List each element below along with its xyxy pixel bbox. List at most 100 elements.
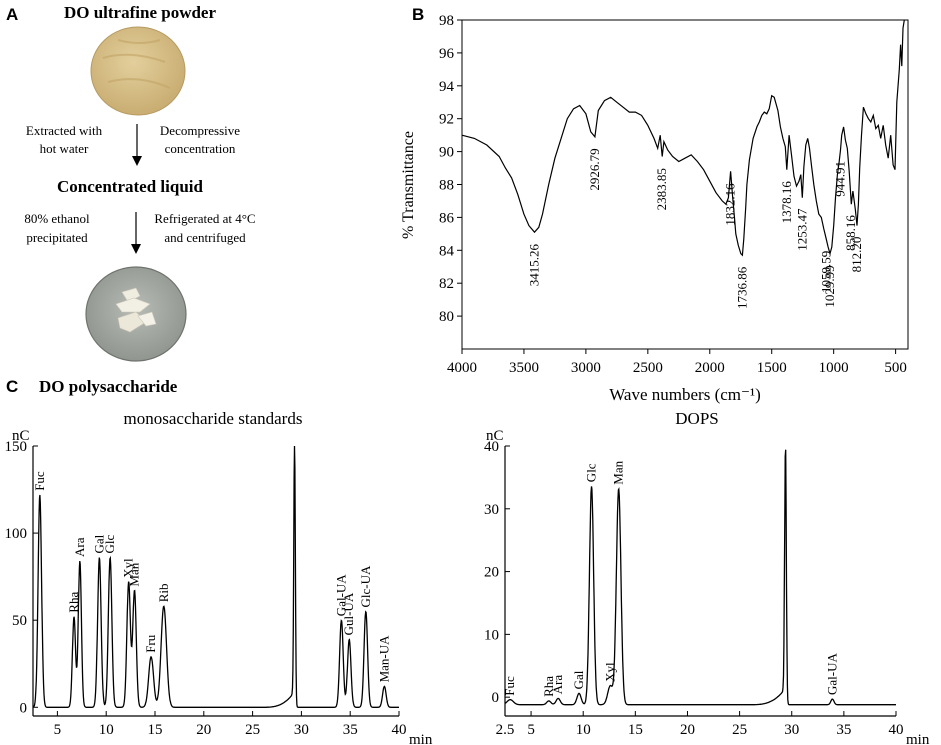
- concentrated-liquid-label: Concentrated liquid: [57, 177, 203, 196]
- ftir-y-label: % Transmittance: [400, 131, 417, 239]
- step2-right-line1: Refrigerated at 4°C: [154, 211, 255, 226]
- ftir-peak-label: 2926.79: [587, 148, 602, 190]
- panel-b-label: B: [412, 5, 424, 24]
- dops-peak-label: Gal-UA: [824, 653, 839, 695]
- ftir-peak-label: 1059.59: [818, 251, 833, 293]
- dops-x-tick-label: 30: [784, 722, 799, 738]
- ftir-peak-label: 944.91: [833, 161, 848, 197]
- dops-x-tick-label: 5: [527, 722, 535, 738]
- standards-x-tick-label: 35: [343, 722, 358, 738]
- ftir-y-tick-label: 90: [439, 145, 454, 161]
- standards-y-unit: nC: [12, 428, 30, 444]
- dops-y-tick-label: 10: [484, 627, 499, 643]
- standards-x-unit: min: [409, 732, 433, 745]
- dops-y-tick-label: 0: [492, 690, 500, 706]
- step2-right-line2: and centrifuged: [164, 230, 246, 245]
- step1-left-line1: Extracted with: [26, 123, 103, 138]
- dops-x-tick-label: 35: [836, 722, 851, 738]
- powder-image: [90, 26, 186, 116]
- standards-peak-label: Fuc: [32, 471, 47, 491]
- ftir-peak-label: 1029.99: [822, 265, 837, 307]
- standards-x-tick-label: 15: [148, 722, 163, 738]
- ftir-y-tick-label: 88: [439, 178, 454, 194]
- ftir-x-label: Wave numbers (cm⁻¹): [609, 385, 760, 404]
- ftir-x-tick-label: 2500: [633, 360, 663, 376]
- standards-peak-label: Glc: [102, 535, 117, 554]
- ftir-peak-label: 1736.86: [734, 266, 749, 309]
- ftir-x-tick-label: 500: [884, 360, 907, 376]
- ftir-x-tick-label: 2000: [695, 360, 725, 376]
- dops-peak-label: Fuc: [502, 676, 517, 696]
- dops-x-tick-label: 40: [889, 722, 904, 738]
- dops-y-tick-label: 30: [484, 502, 499, 518]
- ftir-x-tick-label: 1500: [757, 360, 787, 376]
- standards-chromatogram-line: [32, 445, 399, 708]
- ftir-y-tick-label: 92: [439, 112, 454, 128]
- standards-x-tick-label: 5: [54, 722, 62, 738]
- dops-x-unit: min: [906, 732, 930, 745]
- dops-x-tick-label: 25: [732, 722, 747, 738]
- dops-axes: 0 10 20 30 40 2.5 5 10 15 20 25 30 35 40: [484, 439, 904, 738]
- standards-x-tick-label: 30: [294, 722, 309, 738]
- dops-x-tick-label: 15: [628, 722, 643, 738]
- polysaccharide-title: DO polysaccharide: [39, 377, 178, 396]
- standards-x-tick-label: 20: [196, 722, 211, 738]
- panel-c: C DO polysaccharide monosaccharide stand…: [5, 377, 930, 745]
- ftir-peak-labels: 3415.26 2926.79 2383.85 1832.16 1736.86 1378.…: [526, 148, 864, 309]
- panel-a-label: A: [6, 5, 18, 24]
- ftir-y-tick-label: 86: [439, 210, 455, 226]
- standards-y-tick-label: 0: [20, 700, 28, 716]
- dops-x-tick-label: 2.5: [496, 722, 515, 738]
- precipitate-dish-image: [85, 266, 187, 362]
- dops-y-tick-label: 20: [484, 565, 499, 581]
- ftir-peak-label: 1832.16: [723, 183, 738, 226]
- dops-peak-label: Glc: [584, 463, 599, 482]
- step1-right-line2: concentration: [165, 141, 236, 156]
- ftir-y-tick-label: 98: [439, 13, 454, 29]
- standards-peak-label: Gal-UA: [333, 574, 348, 616]
- standards-y-tick-label: 150: [5, 439, 28, 455]
- dops-y-unit: nC: [486, 428, 504, 444]
- dops-peak-label: Man: [611, 460, 626, 484]
- ftir-y-tick-label: 80: [439, 309, 454, 325]
- panel-b: B 80 82 84 86 88 90 92 94 96 98 4000 3500 3000 2500 2…: [400, 5, 909, 404]
- ftir-peak-label: 3415.26: [526, 243, 541, 286]
- ftir-x-tick-label: 4000: [447, 360, 477, 376]
- standards-x-tick-label: 25: [245, 722, 260, 738]
- ftir-peak-label: 858.16: [843, 215, 858, 251]
- standards-peak-label: Gul-UA: [341, 592, 356, 635]
- panel-c-label: C: [6, 377, 18, 396]
- standards-peak-label: Fru: [143, 634, 158, 653]
- standards-y-tick-label: 50: [12, 613, 27, 629]
- panel-a: A DO ultrafine powder Extracted with hot…: [6, 3, 256, 362]
- standards-x-tick-label: 10: [99, 722, 114, 738]
- standards-peak-label: Rha: [66, 592, 81, 613]
- ftir-y-tick-label: 94: [439, 79, 455, 95]
- standards-y-tick-label: 100: [5, 526, 28, 542]
- standards-x-tick-label: 40: [392, 722, 407, 738]
- standards-peak-label: Gal: [91, 534, 106, 553]
- ftir-peak-label: 1378.16: [779, 181, 794, 224]
- powder-title: DO ultrafine powder: [64, 3, 217, 22]
- dops-title: DOPS: [675, 409, 718, 428]
- arrow-2-icon: [131, 212, 141, 254]
- step2-left-line2: precipitated: [26, 230, 88, 245]
- step2-left-line1: 80% ethanol: [24, 211, 90, 226]
- ftir-y-tick-label: 82: [439, 276, 454, 292]
- dops-x-tick-label: 20: [680, 722, 695, 738]
- dops-peak-label: Rha: [541, 676, 556, 697]
- step1-left-line2: hot water: [40, 141, 89, 156]
- standards-axes: 0 50 100 150 5 10 15 20 25 30 35 40: [5, 439, 407, 738]
- ftir-x-tick-label: 3500: [509, 360, 539, 376]
- arrow-1-icon: [132, 124, 142, 166]
- dops-x-tick-label: 10: [576, 722, 591, 738]
- standards-title: monosaccharide standards: [124, 409, 303, 428]
- dops-peak-label: Gal: [571, 670, 586, 689]
- ftir-y-axis: 80 82 84 86 88 90 92 94 96 98: [439, 13, 462, 325]
- standards-peak-label: Rib: [156, 584, 171, 603]
- dops-peak-label: Ara: [550, 675, 565, 695]
- ftir-peak-label: 812.20: [849, 237, 864, 273]
- ftir-x-tick-label: 1000: [819, 360, 849, 376]
